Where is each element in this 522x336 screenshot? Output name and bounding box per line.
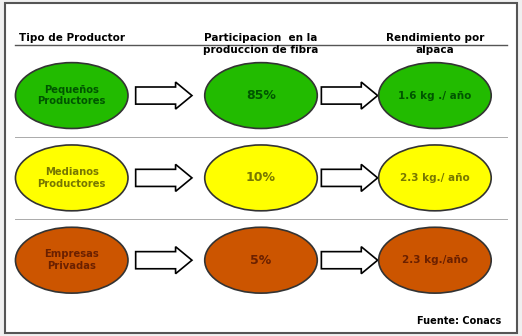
FancyBboxPatch shape	[5, 3, 517, 333]
Text: 2.3 kg./año: 2.3 kg./año	[402, 255, 468, 265]
Text: 5%: 5%	[251, 254, 271, 267]
FancyArrow shape	[136, 164, 192, 192]
Ellipse shape	[16, 227, 128, 293]
FancyArrow shape	[322, 82, 377, 109]
Ellipse shape	[205, 62, 317, 128]
Text: Fuente: Conacs: Fuente: Conacs	[417, 316, 502, 326]
Ellipse shape	[205, 145, 317, 211]
Text: 85%: 85%	[246, 89, 276, 102]
Ellipse shape	[378, 145, 491, 211]
Ellipse shape	[378, 227, 491, 293]
Text: 2.3 kg./ año: 2.3 kg./ año	[400, 173, 470, 183]
Text: Rendimiento por
alpaca: Rendimiento por alpaca	[386, 33, 484, 54]
FancyArrow shape	[136, 82, 192, 109]
Ellipse shape	[205, 227, 317, 293]
Ellipse shape	[378, 62, 491, 128]
Text: Empresas
Privadas: Empresas Privadas	[44, 249, 99, 271]
FancyArrow shape	[136, 247, 192, 274]
Ellipse shape	[16, 62, 128, 128]
Text: Tipo de Productor: Tipo de Productor	[19, 33, 125, 43]
FancyArrow shape	[322, 247, 377, 274]
FancyArrow shape	[322, 164, 377, 192]
Text: Medianos
Productores: Medianos Productores	[38, 167, 106, 189]
Text: 10%: 10%	[246, 171, 276, 184]
Text: 1.6 kg ./ año: 1.6 kg ./ año	[398, 91, 471, 100]
Ellipse shape	[16, 145, 128, 211]
Text: Participacion  en la
produccion de fibra: Participacion en la produccion de fibra	[203, 33, 319, 54]
Text: Pequeños
Productores: Pequeños Productores	[38, 85, 106, 107]
